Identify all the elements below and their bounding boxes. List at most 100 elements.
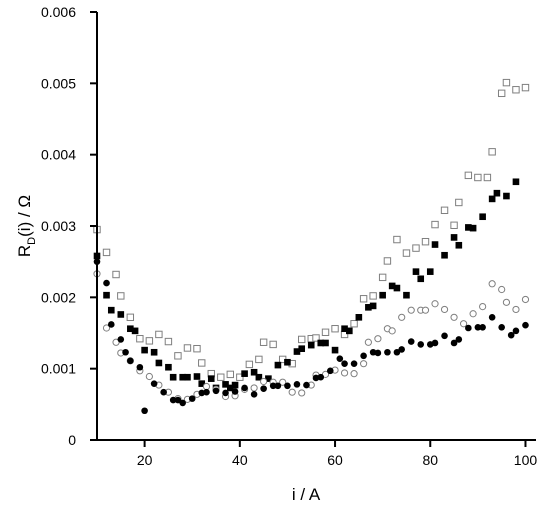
data-point-open-square [378, 273, 387, 282]
data-point-filled-square [265, 375, 272, 382]
data-point-open-circle [450, 313, 458, 321]
data-point-filled-circle [512, 327, 520, 335]
data-point-filled-square [503, 192, 510, 200]
y-tick-label: 0.003 [41, 218, 76, 234]
data-point-filled-circle [141, 407, 148, 415]
series-open-circle [93, 270, 530, 403]
data-point-filled-circle [241, 384, 248, 392]
data-point-open-square [126, 313, 135, 322]
data-point-open-circle [502, 298, 511, 306]
data-point-open-square [393, 235, 401, 244]
y-tick-label: 0.005 [41, 75, 76, 91]
data-point-open-circle [279, 378, 287, 386]
data-point-open-circle [102, 324, 111, 332]
data-point-filled-square [403, 291, 410, 299]
x-tick-label: 40 [232, 452, 248, 468]
data-point-filled-square [227, 384, 234, 392]
data-point-open-square [369, 292, 377, 300]
series-open-square [93, 78, 530, 381]
data-point-open-circle [360, 360, 368, 368]
data-point-filled-square [388, 282, 396, 290]
data-point-filled-square [150, 348, 158, 356]
data-point-open-square [117, 292, 125, 300]
y-tick-label: 0.002 [41, 289, 76, 305]
data-point-filled-circle [374, 349, 382, 357]
data-point-filled-circle [222, 389, 229, 397]
data-point-open-circle [469, 310, 477, 318]
data-point-filled-square [250, 368, 258, 376]
data-point-filled-square [479, 213, 486, 221]
data-point-filled-square [165, 363, 172, 371]
data-point-filled-square [293, 348, 301, 355]
data-point-filled-square [284, 358, 291, 366]
data-point-filled-square [131, 327, 139, 335]
data-point-filled-circle [326, 367, 334, 375]
data-point-filled-circle [455, 336, 463, 343]
data-point-open-square [145, 337, 154, 345]
data-point-open-circle [431, 300, 439, 308]
data-points [93, 78, 530, 415]
data-point-filled-square [455, 241, 463, 249]
data-point-open-square [112, 270, 120, 279]
data-point-filled-circle [179, 399, 186, 407]
data-point-filled-circle [479, 323, 486, 331]
data-point-filled-circle [269, 382, 277, 390]
data-point-open-circle [350, 370, 358, 378]
data-point-filled-circle [350, 360, 358, 367]
data-point-filled-square [207, 375, 215, 382]
data-point-filled-circle [303, 381, 310, 389]
data-point-filled-circle [317, 373, 325, 381]
data-point-open-square [497, 89, 506, 98]
data-point-open-circle [340, 369, 349, 377]
data-point-open-square [440, 206, 449, 215]
data-point-open-square [217, 373, 225, 381]
x-axis-title: i / A [292, 485, 321, 504]
data-point-open-square [259, 338, 268, 346]
data-point-filled-circle [274, 382, 282, 390]
data-point-filled-square [365, 304, 372, 311]
data-point-open-circle [260, 377, 268, 386]
ticks: 0 0.001 0.002 0.003 0.004 0.005 0.006 20 40 60 80 1… [41, 4, 537, 468]
data-point-filled-square [103, 291, 110, 299]
data-point-open-circle [388, 327, 396, 335]
data-point-filled-square [107, 306, 115, 314]
data-point-open-circle [488, 280, 496, 288]
data-point-filled-square [469, 224, 477, 232]
data-point-open-square [502, 78, 511, 87]
data-point-filled-square [274, 361, 282, 369]
data-point-filled-circle [122, 348, 129, 356]
data-point-open-square [183, 344, 192, 352]
x-tick-label: 20 [137, 452, 153, 468]
data-point-filled-square [222, 381, 229, 388]
data-point-open-square [483, 173, 492, 182]
data-point-filled-square [117, 311, 125, 318]
data-point-filled-square [441, 251, 448, 259]
data-point-filled-circle [250, 391, 258, 398]
data-point-filled-circle [441, 332, 448, 340]
data-point-open-square [255, 355, 263, 364]
data-point-filled-circle [398, 346, 405, 353]
data-point-filled-circle [160, 388, 167, 396]
y-axis-title-subscript: D [26, 237, 38, 245]
data-point-open-square [421, 237, 430, 246]
data-point-open-square [359, 295, 368, 303]
data-point-open-square [312, 334, 320, 342]
data-point-filled-square [379, 291, 386, 299]
data-point-filled-circle [188, 395, 196, 402]
data-point-open-circle [421, 306, 430, 314]
data-point-open-square [450, 221, 458, 229]
data-point-open-square [521, 83, 530, 92]
data-point-filled-circle [336, 355, 344, 362]
data-point-filled-square [198, 380, 206, 387]
data-point-filled-square [417, 275, 425, 283]
data-point-open-circle [479, 303, 487, 311]
y-tick-label: 0 [68, 432, 76, 448]
data-point-filled-square [179, 373, 186, 381]
data-point-filled-square [493, 189, 501, 197]
data-point-filled-circle [203, 388, 210, 396]
data-point-filled-square [127, 325, 134, 333]
data-point-open-square [226, 370, 235, 379]
data-point-filled-circle [117, 336, 125, 343]
series-filled-circle [93, 258, 529, 415]
